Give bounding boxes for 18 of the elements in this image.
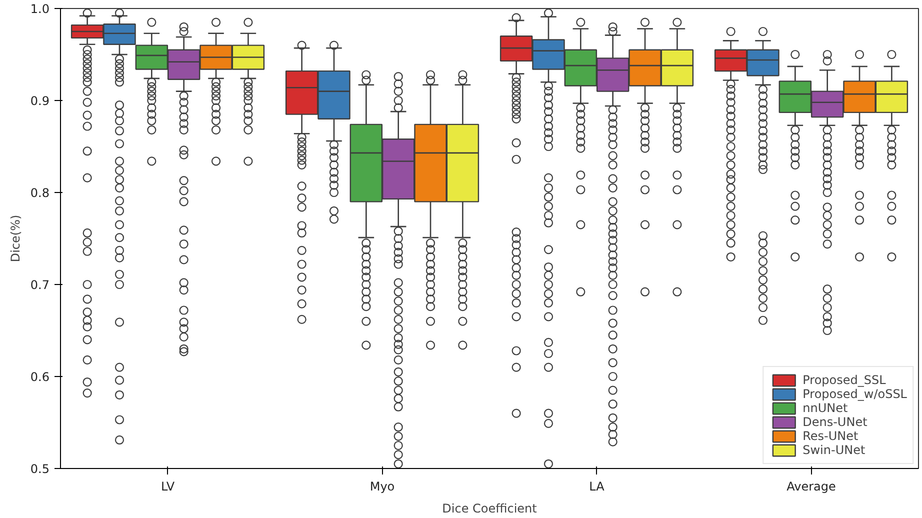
legend-label: Proposed_SSL bbox=[802, 373, 886, 387]
x-tick-label: LV bbox=[160, 480, 176, 494]
y-tick-label: 1.0 bbox=[30, 2, 50, 16]
x-tick-label: Myo bbox=[370, 480, 395, 494]
y-tick-label: 0.9 bbox=[30, 94, 50, 108]
y-axis-title: Dice(%) bbox=[8, 214, 22, 262]
x-tick-label: LA bbox=[589, 480, 606, 494]
legend-label: Res-UNet bbox=[802, 429, 858, 443]
y-tick-label: 0.6 bbox=[30, 370, 50, 384]
y-tick-label: 0.7 bbox=[30, 278, 50, 292]
y-tick-label: 0.5 bbox=[30, 462, 50, 476]
legend-label: nnUNet bbox=[802, 401, 848, 415]
x-axis-title: Dice Coefficient bbox=[442, 502, 538, 516]
y-tick-label: 0.8 bbox=[30, 186, 50, 200]
x-tick-label: Average bbox=[786, 480, 836, 494]
legend-label: Swin-UNet bbox=[802, 443, 866, 457]
legend-label: Proposed_w/oSSL bbox=[802, 387, 907, 401]
legend-label: Dens-UNet bbox=[802, 415, 868, 429]
